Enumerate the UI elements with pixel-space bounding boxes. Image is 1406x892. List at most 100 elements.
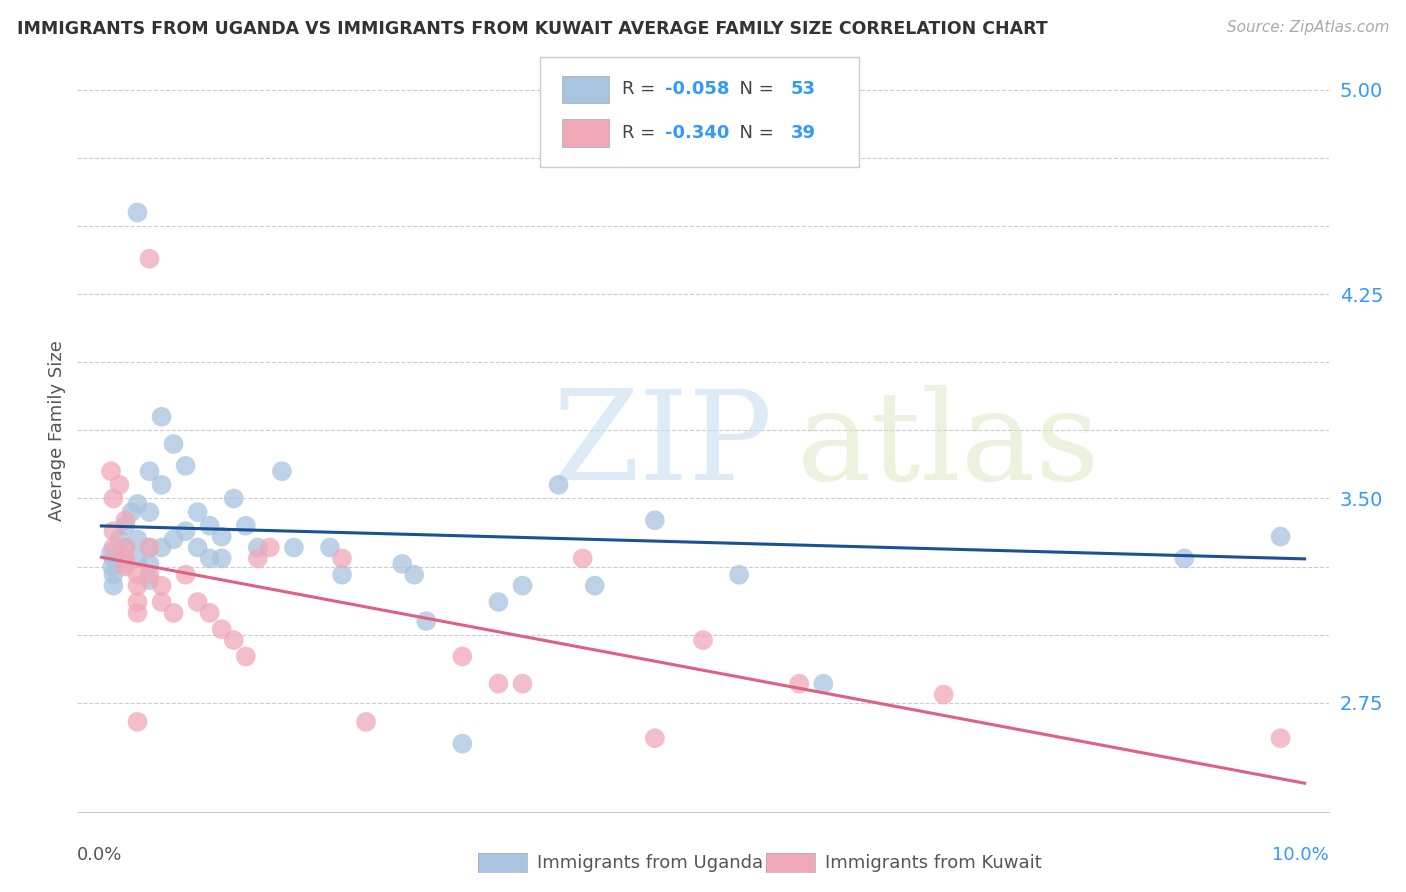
- Point: [114, 541, 136, 555]
- Point: [451, 649, 474, 664]
- Point: [1270, 731, 1292, 746]
- FancyBboxPatch shape: [540, 57, 859, 168]
- Text: -0.340: -0.340: [665, 124, 730, 142]
- Point: [222, 633, 245, 648]
- Point: [114, 513, 136, 527]
- Point: [100, 546, 122, 560]
- Point: [174, 458, 197, 473]
- Point: [692, 132, 714, 146]
- Point: [162, 533, 184, 547]
- Point: [488, 595, 510, 609]
- Point: [138, 541, 160, 555]
- Point: [138, 557, 160, 571]
- Point: [330, 567, 353, 582]
- Point: [787, 676, 810, 690]
- Point: [246, 551, 269, 566]
- Point: [127, 606, 149, 620]
- Point: [114, 518, 136, 533]
- Text: R =: R =: [621, 80, 661, 98]
- Point: [235, 649, 257, 664]
- Point: [150, 409, 173, 424]
- Text: 10.0%: 10.0%: [1272, 846, 1329, 863]
- Point: [100, 464, 122, 478]
- Point: [512, 579, 534, 593]
- Point: [103, 491, 125, 506]
- Point: [222, 491, 245, 506]
- Point: [211, 551, 233, 566]
- Point: [404, 567, 426, 582]
- Point: [283, 541, 305, 555]
- Point: [108, 478, 131, 492]
- Point: [103, 524, 125, 538]
- Text: Immigrants from Kuwait: Immigrants from Kuwait: [825, 854, 1042, 871]
- Point: [270, 464, 292, 478]
- Point: [103, 551, 125, 566]
- Point: [150, 595, 173, 609]
- Point: [547, 478, 569, 492]
- Point: [692, 633, 714, 648]
- FancyBboxPatch shape: [561, 76, 609, 103]
- Text: R =: R =: [621, 124, 661, 142]
- Point: [174, 567, 197, 582]
- Point: [644, 513, 666, 527]
- Y-axis label: Average Family Size: Average Family Size: [48, 340, 66, 521]
- Point: [162, 437, 184, 451]
- Point: [211, 530, 233, 544]
- Point: [187, 505, 209, 519]
- Point: [150, 579, 173, 593]
- Point: [138, 541, 160, 555]
- Text: 53: 53: [790, 80, 815, 98]
- Point: [187, 541, 209, 555]
- Point: [101, 559, 124, 574]
- Point: [198, 518, 221, 533]
- Text: N =: N =: [728, 80, 779, 98]
- Point: [103, 541, 125, 555]
- Point: [127, 551, 149, 566]
- Point: [488, 676, 510, 690]
- Point: [127, 579, 149, 593]
- Point: [330, 551, 353, 566]
- Point: [813, 676, 835, 690]
- Point: [728, 567, 751, 582]
- Point: [103, 567, 125, 582]
- Text: -0.058: -0.058: [665, 80, 730, 98]
- Point: [354, 714, 377, 729]
- Point: [246, 541, 269, 555]
- Text: ZIP: ZIP: [553, 385, 773, 506]
- Point: [138, 464, 160, 478]
- Point: [127, 533, 149, 547]
- Point: [138, 252, 160, 266]
- Point: [114, 551, 136, 566]
- Point: [114, 559, 136, 574]
- Point: [150, 541, 173, 555]
- Point: [235, 518, 257, 533]
- Point: [138, 573, 160, 587]
- Point: [198, 551, 221, 566]
- Point: [391, 557, 413, 571]
- Text: Immigrants from Uganda: Immigrants from Uganda: [537, 854, 763, 871]
- Text: 0.0%: 0.0%: [77, 846, 122, 863]
- Point: [114, 541, 136, 555]
- Point: [187, 595, 209, 609]
- Point: [415, 614, 437, 628]
- Point: [127, 567, 149, 582]
- Text: Source: ZipAtlas.com: Source: ZipAtlas.com: [1226, 20, 1389, 35]
- Point: [162, 606, 184, 620]
- Point: [103, 579, 125, 593]
- Point: [127, 205, 149, 219]
- Text: N =: N =: [728, 124, 779, 142]
- Text: atlas: atlas: [797, 385, 1101, 506]
- Point: [174, 524, 197, 538]
- Point: [932, 688, 955, 702]
- Text: IMMIGRANTS FROM UGANDA VS IMMIGRANTS FROM KUWAIT AVERAGE FAMILY SIZE CORRELATION: IMMIGRANTS FROM UGANDA VS IMMIGRANTS FRO…: [17, 20, 1047, 37]
- Point: [150, 478, 173, 492]
- Point: [127, 595, 149, 609]
- Point: [319, 541, 342, 555]
- Point: [138, 567, 160, 582]
- Point: [198, 606, 221, 620]
- Point: [108, 533, 131, 547]
- Point: [583, 579, 606, 593]
- Point: [114, 557, 136, 571]
- Point: [1173, 551, 1195, 566]
- FancyBboxPatch shape: [561, 120, 609, 146]
